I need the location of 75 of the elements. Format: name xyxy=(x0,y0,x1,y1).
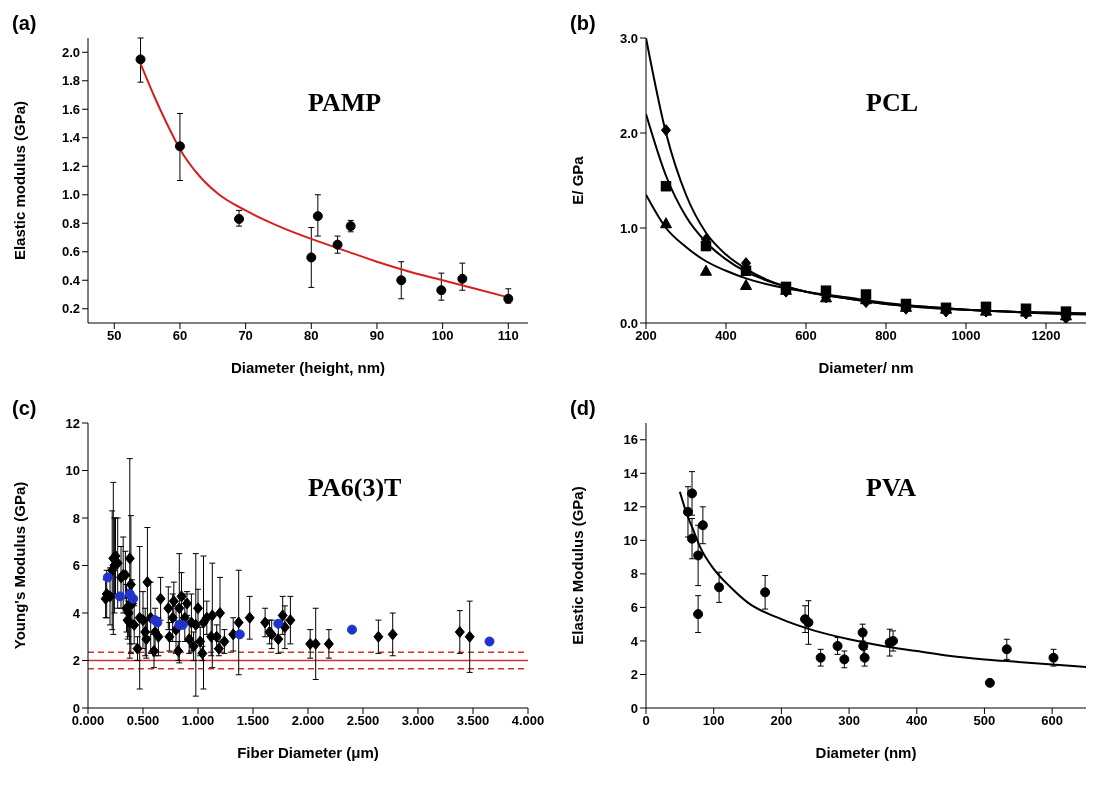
annotation: PVA xyxy=(866,473,917,503)
x-tick-label: 70 xyxy=(238,328,253,344)
y-tick-label: 16 xyxy=(623,432,638,448)
x-tick-label: 600 xyxy=(795,328,817,344)
y-tick-label: 6 xyxy=(72,558,80,574)
y-axis-title: Young's Modulus (GPa) xyxy=(11,481,29,650)
x-axis-title: Fiber Diameter (μm) xyxy=(237,744,379,761)
x-tick-label: 90 xyxy=(369,328,385,344)
x-tick-label: 80 xyxy=(304,328,319,344)
x-tick-label: 400 xyxy=(715,328,737,344)
y-tick-label: 0.4 xyxy=(61,272,81,288)
y-tick-label: 4 xyxy=(72,605,81,621)
text: (b) xyxy=(570,12,596,35)
x-tick-label: 600 xyxy=(1041,713,1064,729)
y-tick-label: 14 xyxy=(623,465,639,481)
x-tick-label: 100 xyxy=(702,713,725,729)
y-tick-label: 2 xyxy=(630,667,638,683)
y-tick-label: 2.0 xyxy=(61,44,80,60)
x-tick-label: 1000 xyxy=(951,328,981,344)
x-tick-label: 1.000 xyxy=(181,713,215,729)
text: (c) xyxy=(12,397,37,420)
annotation: PAMP xyxy=(308,88,382,118)
y-tick-label: 0.6 xyxy=(61,244,80,260)
x-axis-title: Diameter (nm) xyxy=(815,744,917,761)
x-tick-label: 50 xyxy=(107,328,122,344)
x-tick-label: 110 xyxy=(497,328,519,344)
y-tick-label: 1.0 xyxy=(61,187,80,203)
y-tick-label: 8 xyxy=(72,510,80,526)
x-tick-label: 500 xyxy=(973,713,996,729)
y-tick-label: 1.4 xyxy=(61,130,81,146)
y-axis-title: Elastic Modulus (GPa) xyxy=(569,486,587,645)
y-tick-label: 0 xyxy=(72,700,80,716)
y-tick-label: 2.0 xyxy=(619,125,638,141)
x-tick-label: 0 xyxy=(642,713,650,729)
y-tick-label: 12 xyxy=(623,499,638,515)
y-tick-label: 4 xyxy=(630,633,639,649)
y-tick-label: 10 xyxy=(623,532,638,548)
x-tick-label: 60 xyxy=(172,328,188,344)
y-tick-label: 3.0 xyxy=(619,30,638,46)
text: (d) xyxy=(570,397,596,420)
x-axis-title: Diameter/ nm xyxy=(818,359,914,376)
y-tick-label: 1.0 xyxy=(619,220,638,236)
text: (a) xyxy=(12,12,37,35)
y-tick-label: 2 xyxy=(72,653,80,669)
y-tick-label: 1.2 xyxy=(61,158,80,174)
x-tick-label: 1.500 xyxy=(236,713,270,729)
x-tick-label: 3.000 xyxy=(401,713,435,729)
annotation: PA6(3)T xyxy=(308,473,402,503)
x-tick-label: 2.000 xyxy=(291,713,325,729)
x-tick-label: 0.000 xyxy=(71,713,105,729)
x-tick-label: 400 xyxy=(905,713,928,729)
y-tick-label: 0.8 xyxy=(61,215,80,231)
y-tick-label: 1.8 xyxy=(61,73,80,89)
x-tick-label: 300 xyxy=(838,713,860,729)
x-tick-label: 3.500 xyxy=(456,713,490,729)
y-tick-label: 12 xyxy=(65,415,80,431)
y-tick-label: 0.2 xyxy=(61,301,80,317)
x-tick-label: 200 xyxy=(770,713,793,729)
x-tick-label: 100 xyxy=(431,328,454,344)
x-axis-title: Diameter (height, nm) xyxy=(230,359,386,376)
x-tick-label: 0.500 xyxy=(126,713,160,729)
y-axis-title: Elastic modulus (GPa) xyxy=(11,100,29,261)
x-tick-label: 1200 xyxy=(1031,328,1061,344)
y-tick-label: 0.0 xyxy=(619,315,638,331)
y-tick-label: 1.6 xyxy=(61,101,80,117)
y-tick-label: 6 xyxy=(630,600,638,616)
x-tick-label: 4.000 xyxy=(511,713,545,729)
y-tick-label: 0 xyxy=(630,700,638,716)
annotation: PCL xyxy=(866,88,918,118)
x-tick-label: 2.500 xyxy=(346,713,380,729)
y-tick-label: 8 xyxy=(630,566,638,582)
x-tick-label: 200 xyxy=(635,328,657,344)
x-tick-label: 800 xyxy=(875,328,897,344)
y-tick-label: 10 xyxy=(65,463,80,479)
y-axis-title: E/ GPa xyxy=(569,155,587,205)
